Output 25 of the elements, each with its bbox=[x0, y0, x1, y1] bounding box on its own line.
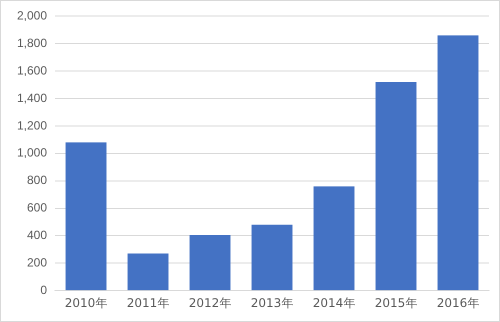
y-tick-label: 600 bbox=[27, 200, 48, 215]
bar bbox=[376, 82, 416, 290]
y-tick-label: 1,800 bbox=[17, 36, 48, 50]
bar bbox=[252, 224, 292, 290]
bar bbox=[314, 186, 354, 290]
y-tick-label: 2,000 bbox=[17, 8, 48, 23]
y-tick-label: 1,600 bbox=[17, 63, 48, 78]
y-tick-label: 1,000 bbox=[17, 146, 48, 160]
x-tick-label: 2015年 bbox=[374, 296, 418, 310]
y-tick-label: 1,200 bbox=[17, 118, 48, 132]
y-tick-label: 1,400 bbox=[17, 90, 48, 105]
x-tick-label: 2016年 bbox=[436, 296, 480, 310]
x-tick-label: 2011年 bbox=[126, 296, 170, 310]
bar bbox=[438, 35, 478, 290]
x-tick-label: 2010年 bbox=[64, 296, 108, 310]
y-tick-label: 200 bbox=[27, 255, 48, 270]
bar bbox=[190, 235, 230, 290]
bar bbox=[128, 254, 168, 290]
y-tick-label: 0 bbox=[40, 282, 48, 297]
y-tick-label: 400 bbox=[27, 228, 48, 242]
x-tick-label: 2012年 bbox=[188, 296, 232, 310]
x-tick-label: 2014年 bbox=[312, 296, 356, 310]
y-tick-label: 800 bbox=[27, 173, 48, 188]
x-tick-label: 2013年 bbox=[250, 296, 294, 310]
bar bbox=[66, 142, 106, 290]
